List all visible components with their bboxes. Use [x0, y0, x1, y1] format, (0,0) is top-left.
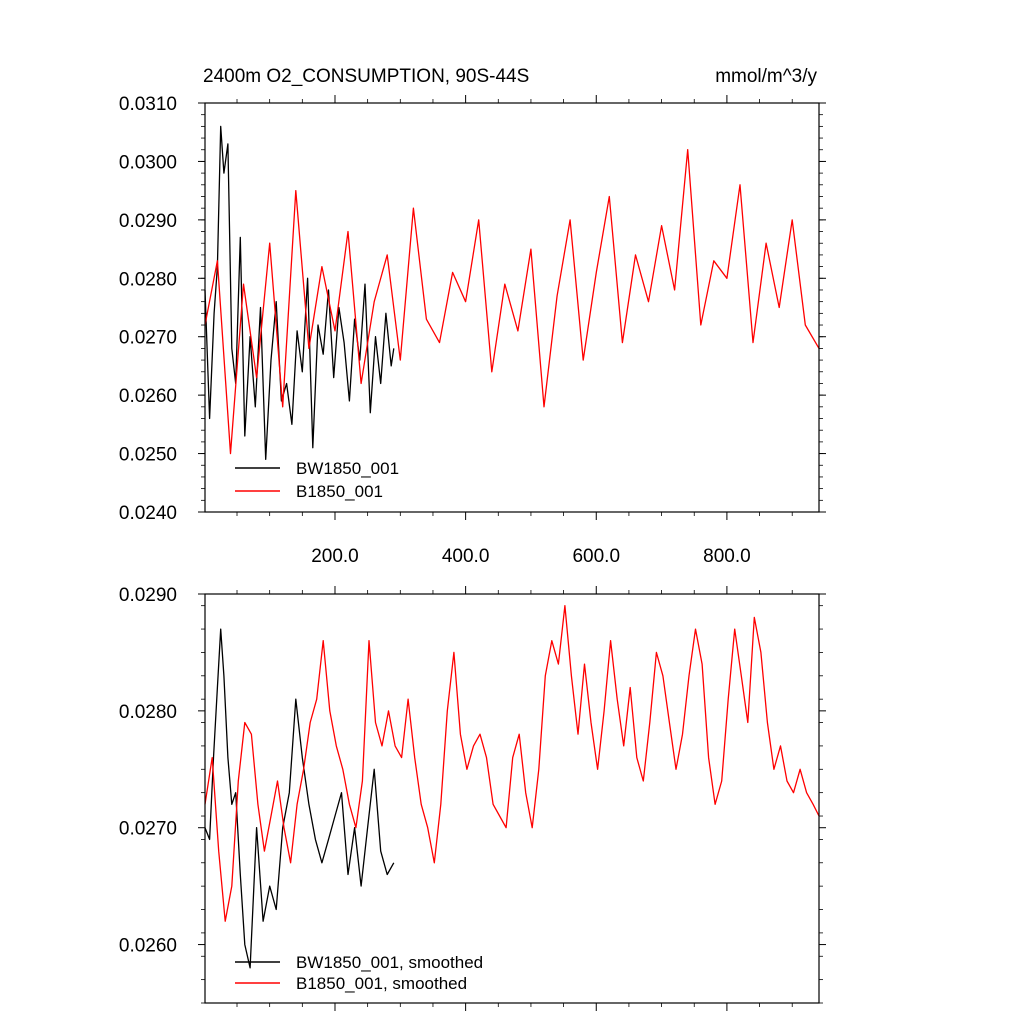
y-tick-label: 0.0300 — [119, 152, 177, 173]
bottom-legend: BW1850_001, smoothed B1850_001, smoothed — [235, 953, 483, 993]
series-line-0 — [204, 125, 395, 461]
x-tick-label: 600.0 — [572, 546, 620, 567]
legend-label-b1850-smoothed: B1850_001, smoothed — [296, 974, 467, 993]
units-label: mmol/m^3/y — [715, 66, 817, 87]
legend-label-bw1850-smoothed: BW1850_001, smoothed — [296, 953, 483, 972]
x-tick-label: 200.0 — [311, 546, 359, 567]
y-tick-label: 0.0270 — [119, 819, 177, 840]
series-line-0 — [204, 628, 395, 969]
series-line-1 — [204, 149, 820, 455]
y-tick-label: 0.0290 — [119, 585, 177, 606]
x-tick-label: 400.0 — [442, 546, 490, 567]
top-plot-frame — [204, 102, 820, 513]
legend-label-bw1850: BW1850_001 — [296, 459, 399, 478]
y-tick-label: 0.0270 — [119, 328, 177, 349]
y-tick-label: 0.0260 — [119, 936, 177, 957]
chart-title: 2400m O2_CONSUMPTION, 90S-44S — [203, 66, 529, 87]
y-tick-label: 0.0250 — [119, 445, 177, 466]
y-tick-label: 0.0240 — [119, 503, 177, 524]
y-tick-label: 0.0290 — [119, 211, 177, 232]
legend-label-b1850: B1850_001 — [296, 482, 383, 501]
y-tick-label: 0.0280 — [119, 702, 177, 723]
y-tick-label: 0.0280 — [119, 269, 177, 290]
series-line-1 — [204, 605, 820, 922]
bottom-plot-frame — [204, 593, 820, 1004]
bottom-panel: 0.0260 0.0270 0.0280 0.0290 BW1850_001, smo… — [119, 585, 826, 1011]
y-tick-label: 0.0310 — [119, 94, 177, 115]
top-legend: BW1850_001 B1850_001 — [235, 459, 399, 501]
y-tick-label: 0.0260 — [119, 386, 177, 407]
top-panel: 2400m O2_CONSUMPTION, 90S-44S mmol/m^3/y… — [119, 66, 826, 567]
x-tick-label: 800.0 — [703, 546, 751, 567]
